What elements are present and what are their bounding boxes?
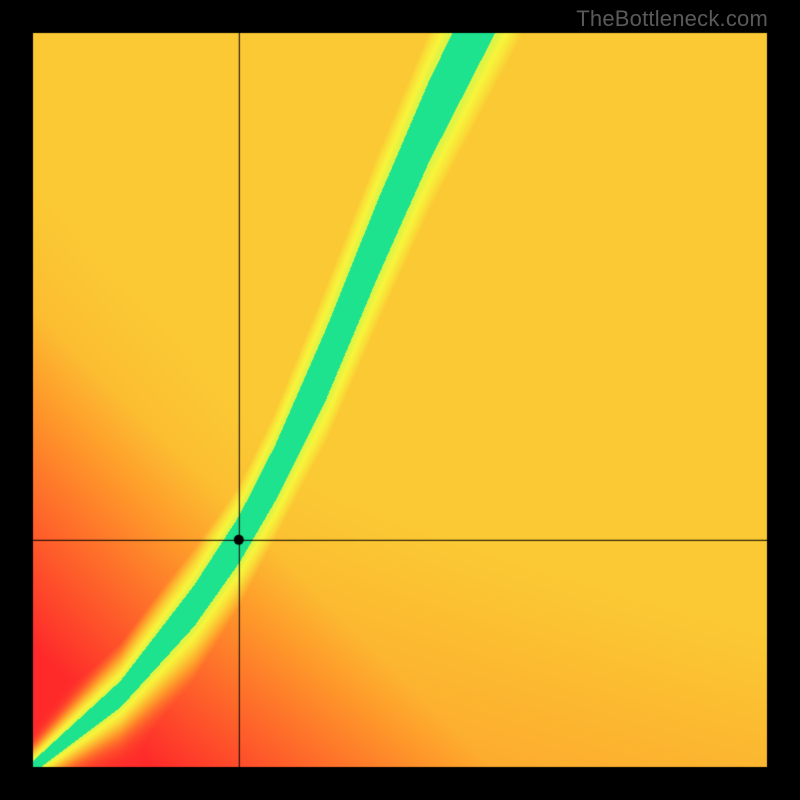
watermark-text: TheBottleneck.com xyxy=(576,6,768,32)
bottleneck-heatmap xyxy=(0,0,800,800)
chart-container: { "watermark": "TheBottleneck.com", "can… xyxy=(0,0,800,800)
